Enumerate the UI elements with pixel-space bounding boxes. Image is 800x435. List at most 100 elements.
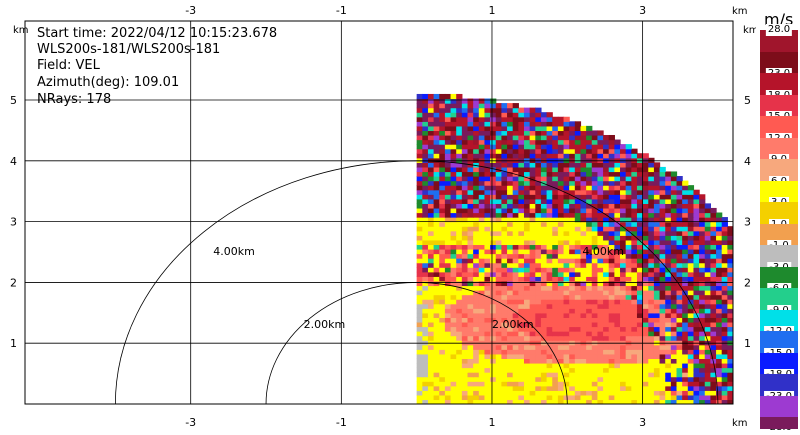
radar-gate <box>631 262 638 268</box>
radar-gate <box>478 198 486 204</box>
radar-gate <box>721 230 728 236</box>
radar-gate <box>501 189 508 195</box>
radar-gate <box>631 180 638 186</box>
radar-gate <box>653 194 661 200</box>
radar-gate <box>665 317 672 323</box>
radar-gate <box>523 130 531 136</box>
radar-gate <box>490 121 497 127</box>
radar-gate <box>518 280 525 287</box>
radar-gate <box>676 230 683 236</box>
radar-gate <box>427 290 435 296</box>
radar-gate <box>422 399 429 404</box>
range-ring-label: 2.00km <box>304 318 346 331</box>
radar-gate <box>490 226 497 232</box>
radar-gate <box>490 130 497 136</box>
radar-gate <box>535 248 542 255</box>
radar-gate <box>591 226 599 232</box>
radar-gate <box>495 103 502 109</box>
radar-gate <box>710 212 717 218</box>
radar-gate <box>507 239 514 246</box>
radar-gate <box>586 198 593 204</box>
radar-gate <box>642 349 649 355</box>
radar-gate <box>710 376 717 382</box>
radar-gate <box>676 299 683 305</box>
radar-gate <box>659 290 666 296</box>
radar-gate <box>580 353 587 360</box>
radar-gate <box>490 230 497 236</box>
radar-gate <box>540 399 548 404</box>
radar-gate <box>433 121 440 127</box>
radar-gate <box>659 235 666 241</box>
radar-gate <box>546 176 553 182</box>
radar-gate <box>704 235 712 241</box>
radar-gate <box>467 367 474 373</box>
radar-gate <box>608 162 615 168</box>
radar-gate <box>518 226 525 232</box>
radar-gate <box>648 235 655 241</box>
radar-gate <box>484 176 491 182</box>
radar-gate <box>540 189 548 195</box>
radar-gate <box>439 112 446 118</box>
radar-gate <box>710 317 717 323</box>
radar-gate <box>518 271 525 277</box>
radar-gate <box>512 153 519 159</box>
radar-gate <box>422 381 429 387</box>
radar-gate <box>631 276 638 282</box>
radar-gate <box>620 262 627 268</box>
radar-gate <box>614 171 621 177</box>
radar-gate <box>518 390 525 396</box>
radar-gate <box>659 317 666 323</box>
radar-gate <box>636 394 644 401</box>
radar-gate <box>484 262 491 268</box>
radar-gate <box>665 335 672 341</box>
radar-gate <box>478 385 486 391</box>
radar-gate <box>540 353 548 360</box>
radar-gate <box>433 221 440 227</box>
radar-gate <box>433 130 440 136</box>
radar-gate <box>495 116 502 122</box>
radar-gate <box>495 258 502 264</box>
radar-gate <box>591 290 599 296</box>
radar-gate <box>631 271 638 277</box>
radar-gate <box>704 303 712 309</box>
radar-gate <box>439 299 446 305</box>
radar-gate <box>422 221 429 227</box>
radar-gate <box>733 308 739 313</box>
radar-gate <box>699 335 706 341</box>
radar-gate <box>461 253 469 259</box>
radar-gate <box>682 271 689 277</box>
radar-gate <box>636 280 644 287</box>
radar-gate <box>535 139 542 145</box>
radar-gate <box>439 358 446 364</box>
radar-gate <box>507 185 514 191</box>
radar-gate <box>467 358 474 364</box>
radar-gate <box>444 294 452 300</box>
radar-gate <box>495 385 502 391</box>
radar-gate <box>693 244 700 250</box>
radar-gate <box>710 271 717 277</box>
radar-gate <box>501 381 508 387</box>
radar-gate <box>507 376 514 382</box>
radar-gate <box>574 372 582 378</box>
radar-gate <box>546 335 553 341</box>
radar-gate <box>416 335 423 341</box>
radar-gate <box>490 166 497 173</box>
radar-gate <box>529 303 536 309</box>
radar-gate <box>557 381 565 387</box>
radar-gate <box>450 112 457 118</box>
radar-gate <box>416 381 423 387</box>
radar-gate <box>439 367 446 373</box>
radar-gate <box>529 212 536 218</box>
radar-gate <box>574 194 582 200</box>
radar-gate <box>467 244 474 250</box>
radar-gate <box>563 157 570 163</box>
radar-gate <box>670 331 678 337</box>
radar-gate <box>523 340 531 346</box>
radar-gate <box>478 153 486 159</box>
radar-gate <box>461 162 469 168</box>
radar-gate <box>456 394 463 401</box>
radar-gate <box>699 344 706 350</box>
colorbar-segment: -9.0 <box>760 288 798 317</box>
radar-gate <box>439 381 446 387</box>
radar-gate <box>739 368 745 373</box>
